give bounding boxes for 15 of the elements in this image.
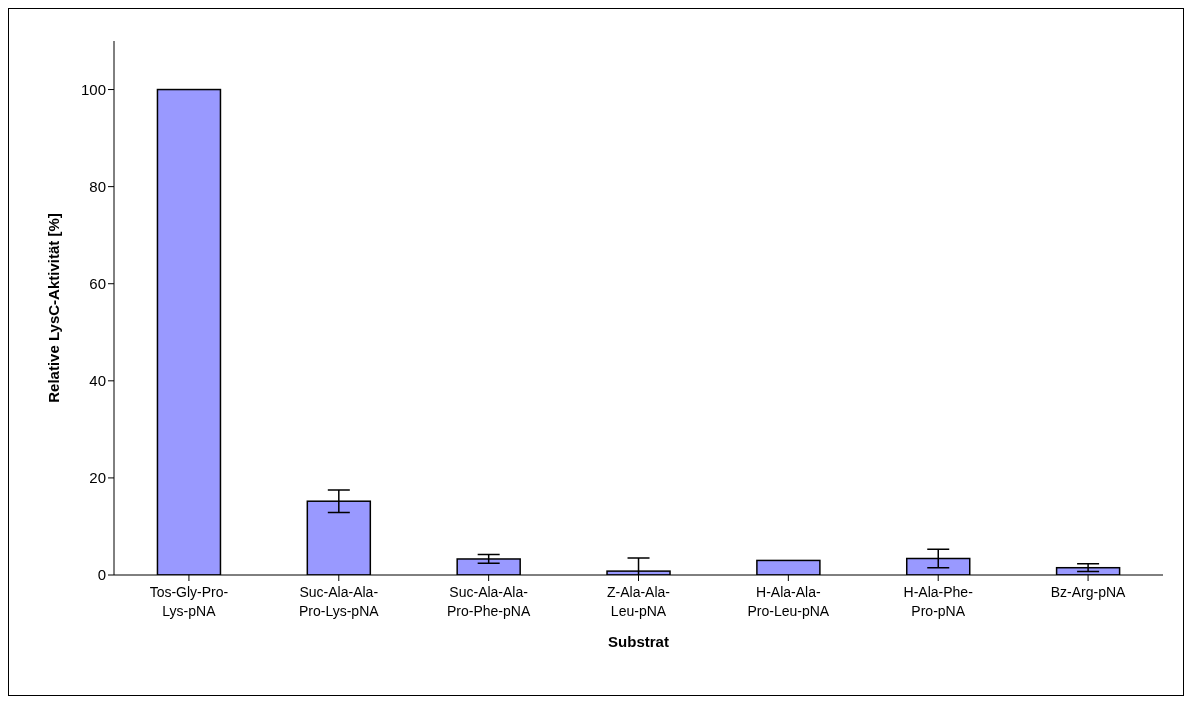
x-tick-label: Tos-Gly-Pro-Lys-pNA xyxy=(149,584,229,619)
y-tick-label: 0 xyxy=(97,566,106,584)
y-tick-label: 20 xyxy=(89,469,106,487)
y-tick-label: 80 xyxy=(89,177,106,195)
x-tick-label: Z-Ala-Ala-Leu-pNA xyxy=(606,584,671,619)
x-tick-label: H-Ala-Phe-Pro-pNA xyxy=(903,584,974,619)
x-tick-label: Bz-Arg-pNA xyxy=(1050,584,1127,600)
y-axis-title: Relative LysC-Aktivität [%] xyxy=(45,213,63,403)
y-tick-label: 40 xyxy=(89,372,106,390)
x-tick-label: H-Ala-Ala-Pro-Leu-pNA xyxy=(747,584,830,619)
y-tick-label: 100 xyxy=(80,80,106,98)
x-axis-title: Substrat xyxy=(608,633,669,650)
y-tick-label: 60 xyxy=(89,275,106,293)
x-tick-label: Suc-Ala-Ala-Pro-Lys-pNA xyxy=(298,584,380,619)
x-tick-label: Suc-Ala-Ala-Pro-Phe-pNA xyxy=(447,584,531,619)
